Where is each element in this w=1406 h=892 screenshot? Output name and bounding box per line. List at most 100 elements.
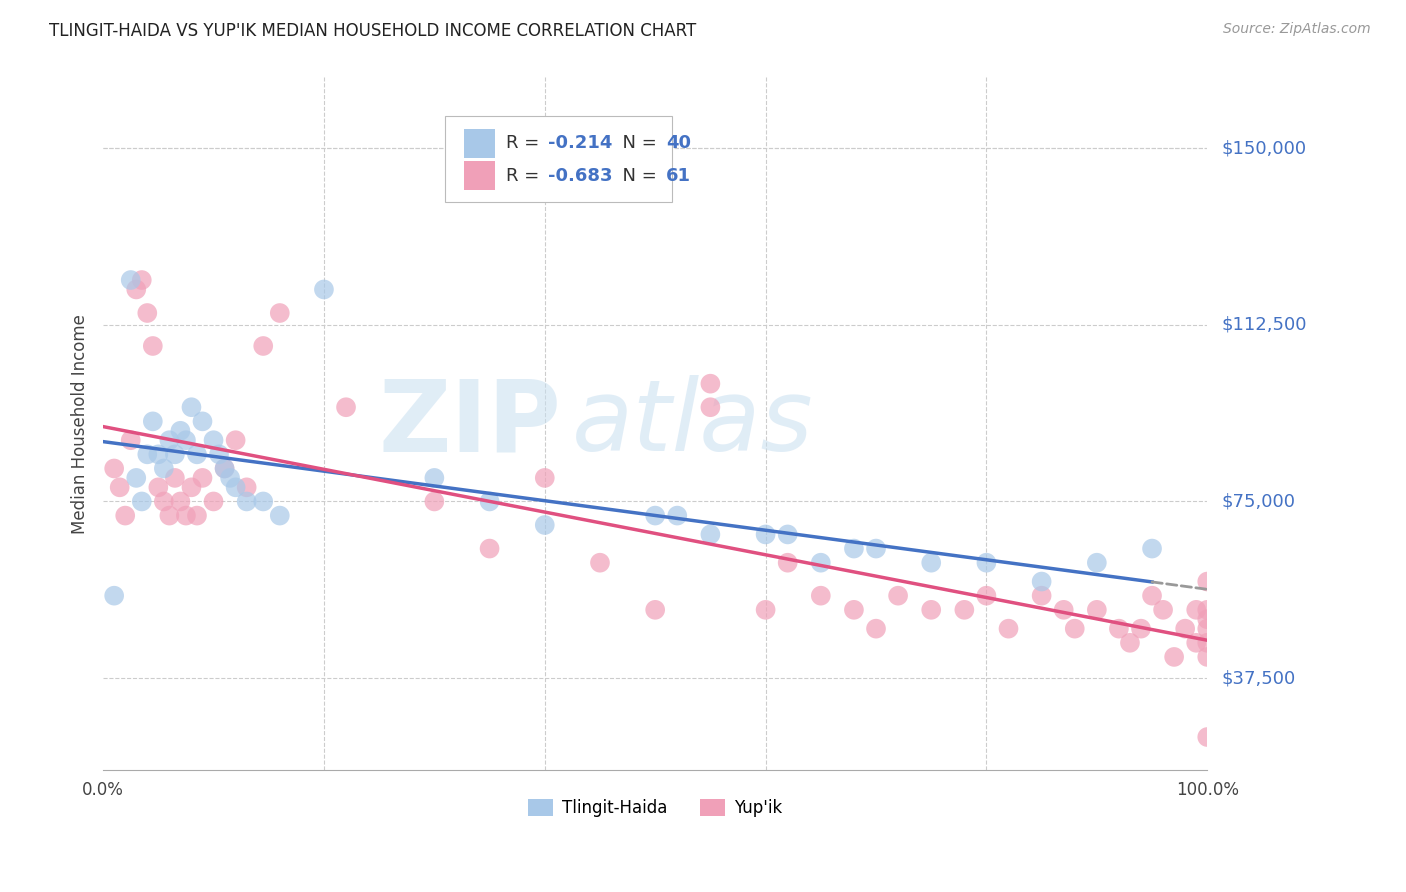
FancyBboxPatch shape bbox=[446, 116, 672, 202]
Point bbox=[865, 622, 887, 636]
Point bbox=[235, 480, 257, 494]
Point bbox=[148, 447, 170, 461]
Point bbox=[312, 282, 335, 296]
Point bbox=[191, 471, 214, 485]
Point bbox=[1085, 603, 1108, 617]
Text: Source: ZipAtlas.com: Source: ZipAtlas.com bbox=[1223, 22, 1371, 37]
Point bbox=[125, 282, 148, 296]
Point bbox=[186, 447, 208, 461]
Point bbox=[157, 434, 180, 448]
Legend: Tlingit-Haida, Yup'ik: Tlingit-Haida, Yup'ik bbox=[522, 792, 789, 824]
Point bbox=[103, 589, 125, 603]
Point bbox=[108, 480, 131, 494]
Point bbox=[810, 589, 832, 603]
Point bbox=[953, 603, 976, 617]
Point bbox=[1197, 649, 1219, 664]
Point bbox=[148, 480, 170, 494]
Point bbox=[423, 494, 446, 508]
Point bbox=[699, 401, 721, 415]
Point bbox=[125, 471, 148, 485]
Point bbox=[423, 471, 446, 485]
Point bbox=[699, 376, 721, 391]
Point bbox=[169, 424, 191, 438]
Point bbox=[1163, 649, 1185, 664]
Point bbox=[1185, 603, 1208, 617]
Point bbox=[163, 447, 186, 461]
Point bbox=[191, 414, 214, 428]
Point bbox=[1108, 622, 1130, 636]
Point bbox=[1119, 636, 1142, 650]
Point bbox=[976, 589, 998, 603]
Point bbox=[219, 471, 242, 485]
Point bbox=[131, 273, 153, 287]
Point bbox=[142, 339, 165, 353]
Text: 61: 61 bbox=[666, 167, 692, 185]
Point bbox=[666, 508, 689, 523]
Text: ZIP: ZIP bbox=[378, 376, 561, 472]
Point bbox=[142, 414, 165, 428]
Point bbox=[1185, 636, 1208, 650]
Point bbox=[174, 508, 197, 523]
Point bbox=[225, 480, 247, 494]
FancyBboxPatch shape bbox=[464, 128, 495, 158]
Point bbox=[335, 401, 357, 415]
Point bbox=[1031, 589, 1053, 603]
Point bbox=[202, 434, 225, 448]
Point bbox=[478, 494, 501, 508]
Point bbox=[842, 603, 865, 617]
Point bbox=[589, 556, 612, 570]
Point bbox=[920, 556, 942, 570]
Point bbox=[269, 306, 291, 320]
Point bbox=[269, 508, 291, 523]
Point bbox=[1197, 636, 1219, 650]
Point bbox=[1031, 574, 1053, 589]
Point bbox=[252, 339, 274, 353]
Point bbox=[1197, 603, 1219, 617]
Point bbox=[180, 401, 202, 415]
Point bbox=[153, 494, 176, 508]
Point bbox=[136, 447, 159, 461]
Point bbox=[478, 541, 501, 556]
Point bbox=[976, 556, 998, 570]
Point bbox=[214, 461, 236, 475]
Point bbox=[533, 518, 555, 533]
Point bbox=[252, 494, 274, 508]
Point bbox=[157, 508, 180, 523]
Point bbox=[920, 603, 942, 617]
Text: -0.683: -0.683 bbox=[548, 167, 613, 185]
Point bbox=[755, 527, 778, 541]
Point bbox=[1085, 556, 1108, 570]
Text: $75,000: $75,000 bbox=[1222, 492, 1295, 510]
Point bbox=[202, 494, 225, 508]
Text: atlas: atlas bbox=[572, 376, 814, 472]
Point bbox=[174, 434, 197, 448]
Point bbox=[120, 434, 142, 448]
Point bbox=[103, 461, 125, 475]
Point bbox=[114, 508, 136, 523]
Text: 40: 40 bbox=[666, 134, 692, 153]
Point bbox=[1140, 541, 1163, 556]
Text: N =: N = bbox=[612, 134, 662, 153]
Point bbox=[180, 480, 202, 494]
Y-axis label: Median Household Income: Median Household Income bbox=[72, 314, 89, 533]
Point bbox=[810, 556, 832, 570]
Point bbox=[1140, 589, 1163, 603]
Point bbox=[208, 447, 231, 461]
Point bbox=[776, 556, 799, 570]
Point bbox=[997, 622, 1019, 636]
Point bbox=[225, 434, 247, 448]
Point bbox=[644, 603, 666, 617]
Point bbox=[887, 589, 910, 603]
Point bbox=[1197, 574, 1219, 589]
Text: $37,500: $37,500 bbox=[1222, 669, 1295, 687]
Point bbox=[1174, 622, 1197, 636]
FancyBboxPatch shape bbox=[464, 161, 495, 190]
Point bbox=[1053, 603, 1076, 617]
Point bbox=[865, 541, 887, 556]
Point bbox=[776, 527, 799, 541]
Point bbox=[1063, 622, 1085, 636]
Point bbox=[1197, 730, 1219, 744]
Point bbox=[755, 603, 778, 617]
Text: R =: R = bbox=[506, 134, 546, 153]
Point bbox=[1197, 612, 1219, 626]
